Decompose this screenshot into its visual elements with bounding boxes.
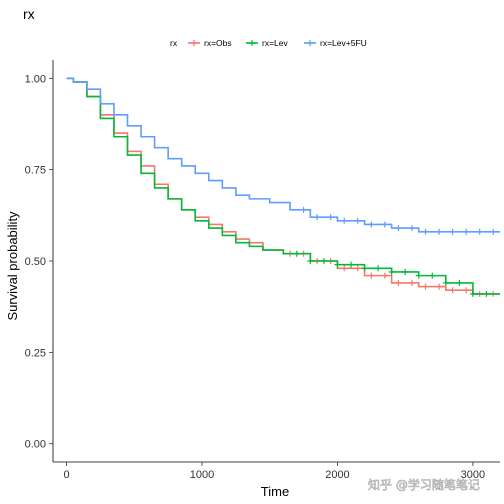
censor-mark <box>354 217 361 224</box>
censor-mark <box>449 228 456 235</box>
legend-key-mark <box>307 40 313 46</box>
censor-mark <box>408 279 415 286</box>
censor-mark <box>327 214 334 221</box>
censor-mark <box>476 228 483 235</box>
y-tick-label: 1.00 <box>25 73 46 85</box>
censor-mark <box>442 279 449 286</box>
legend: rx rx=Obs rx=Lev rx=Lev+5FU <box>170 38 367 48</box>
x-tick-label: 2000 <box>325 469 349 481</box>
censor-mark <box>361 265 368 272</box>
censor-mark <box>300 206 307 213</box>
legend-key-mark <box>249 40 255 46</box>
censor-mark <box>314 214 321 221</box>
x-tick-label: 0 <box>63 469 69 481</box>
censor-mark <box>334 261 341 268</box>
series-rx-obs <box>66 77 500 297</box>
censor-mark <box>381 272 388 279</box>
censor-mark <box>388 268 395 275</box>
y-tick-label: 0.00 <box>25 439 46 451</box>
censor-mark <box>449 287 456 294</box>
censor-mark <box>368 272 375 279</box>
censor-mark <box>341 265 348 272</box>
watermark: 知乎 @学习随笔笔记 <box>368 477 480 492</box>
censor-mark <box>293 250 300 257</box>
censor-mark <box>395 279 402 286</box>
censor-mark <box>402 268 409 275</box>
censor-mark <box>381 221 388 228</box>
series-layer <box>66 77 500 297</box>
censor-mark <box>490 228 497 235</box>
y-tick-label: 0.25 <box>25 347 46 359</box>
censor-mark <box>463 287 470 294</box>
censor-mark <box>483 290 490 297</box>
survival-curve <box>66 77 500 295</box>
survival-curve <box>66 77 500 233</box>
censor-mark <box>354 265 361 272</box>
censor-mark <box>436 228 443 235</box>
y-axis-title: Survival probability <box>5 211 20 321</box>
x-tick-label: 1000 <box>190 469 214 481</box>
censor-mark <box>341 217 348 224</box>
censor-mark <box>368 221 375 228</box>
y-tick-label: 0.50 <box>25 256 46 268</box>
x-tick-label: 3000 <box>461 469 485 481</box>
legend-title: rx <box>170 38 178 48</box>
censor-mark <box>408 225 415 232</box>
survival-curve <box>66 77 500 295</box>
censor-mark <box>469 290 476 297</box>
legend-label: rx=Obs <box>204 38 232 48</box>
censor-mark <box>415 272 422 279</box>
censor-mark <box>395 225 402 232</box>
censor-mark <box>463 228 470 235</box>
series-rx-lev-5fu <box>66 77 500 235</box>
censor-mark <box>348 261 354 268</box>
censor-mark <box>422 283 429 290</box>
series-rx-lev <box>66 77 500 297</box>
x-ticks: 0 1000 2000 3000 <box>63 462 485 481</box>
censor-mark <box>456 279 463 286</box>
chart-title: rx <box>23 6 35 22</box>
censor-mark <box>375 265 382 272</box>
legend-label: rx=Lev <box>262 38 288 48</box>
legend-key-mark <box>191 40 197 46</box>
x-axis-title: Time <box>261 484 289 499</box>
censor-mark <box>436 283 443 290</box>
censor-mark <box>422 228 429 235</box>
censor-mark <box>429 272 436 279</box>
censor-mark <box>320 258 327 264</box>
legend-label: rx=Lev+5FU <box>320 38 367 48</box>
censor-mark <box>307 258 314 264</box>
plot-area <box>52 60 500 463</box>
y-ticks: 0.00 0.25 0.50 0.75 1.00 <box>25 73 53 451</box>
y-tick-label: 0.75 <box>25 165 46 177</box>
